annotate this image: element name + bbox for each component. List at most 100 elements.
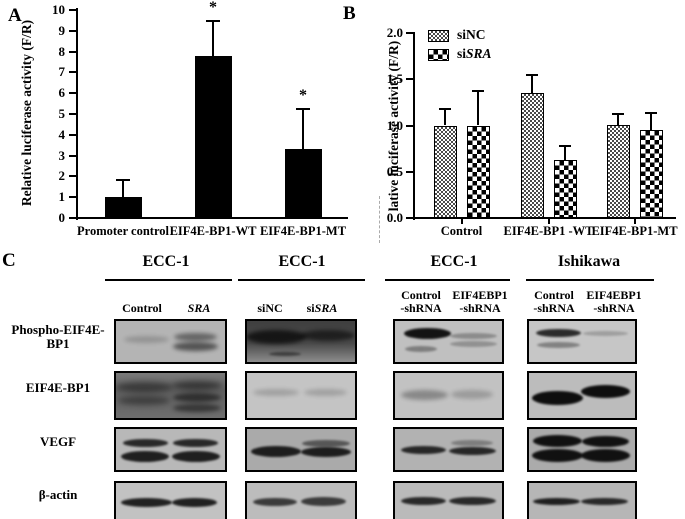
y-tick bbox=[69, 71, 76, 74]
protein-band bbox=[121, 498, 172, 508]
legend-swatch-siSRA bbox=[428, 49, 449, 61]
label-text: SRA bbox=[466, 46, 492, 61]
blot-image bbox=[527, 319, 637, 364]
cell-line-header: ECC-1 bbox=[142, 253, 190, 270]
y-tick bbox=[406, 217, 413, 219]
y-tick-label: 1.5 bbox=[386, 71, 403, 87]
label-text: β-actin bbox=[38, 487, 78, 502]
x-category-label: EIF4E-BP1-WT bbox=[169, 224, 257, 238]
bar-siSRA-3 bbox=[639, 130, 663, 218]
lane-label: SRA bbox=[154, 285, 244, 314]
protein-band bbox=[580, 497, 628, 505]
panel-b-label: B bbox=[343, 3, 356, 24]
blot-image bbox=[245, 481, 357, 519]
label-text: -shRNA bbox=[533, 300, 575, 315]
protein-band bbox=[171, 498, 218, 508]
label-text: Control bbox=[122, 300, 162, 315]
error-bar-line bbox=[477, 91, 479, 126]
bar-1 bbox=[104, 197, 142, 218]
blot-image bbox=[527, 481, 637, 519]
x-category-label: EIF4E-BP1-MT bbox=[259, 224, 347, 238]
lane-label-text: siNC bbox=[257, 301, 282, 315]
legend-label-siNC: siNC bbox=[457, 27, 486, 43]
header-underline bbox=[385, 279, 510, 281]
error-bar-line bbox=[122, 179, 124, 198]
protein-band bbox=[253, 497, 297, 506]
label-text: siNC bbox=[457, 27, 486, 42]
blot-image bbox=[393, 481, 504, 519]
protein-band bbox=[118, 396, 171, 406]
label-text: EIF4EBP1 bbox=[586, 288, 642, 302]
protein-band bbox=[449, 340, 497, 347]
y-tick bbox=[69, 196, 76, 199]
protein-band bbox=[532, 448, 584, 462]
y-tick-label: 9 bbox=[58, 22, 66, 38]
protein-band bbox=[533, 497, 580, 505]
error-bar-cap bbox=[206, 20, 220, 23]
legend-label-siSRA: siSRA bbox=[457, 46, 492, 62]
bar-2 bbox=[194, 55, 232, 218]
x-tick bbox=[633, 219, 636, 224]
protein-band bbox=[533, 435, 582, 448]
y-tick bbox=[69, 92, 76, 95]
panel-divider-dashed-line bbox=[379, 196, 380, 243]
y-tick bbox=[406, 78, 413, 81]
error-bar-cap bbox=[645, 111, 657, 114]
protein-band bbox=[301, 329, 355, 341]
y-tick-label: 5 bbox=[58, 106, 66, 121]
y-tick bbox=[406, 170, 413, 173]
error-bar-line bbox=[564, 145, 566, 160]
y-axis bbox=[76, 8, 78, 220]
blot-image bbox=[114, 427, 227, 472]
y-tick bbox=[69, 154, 76, 157]
blot-image bbox=[245, 371, 357, 420]
blot-image bbox=[393, 427, 504, 472]
y-tick-label: 0.5 bbox=[386, 163, 403, 179]
protein-band bbox=[582, 435, 629, 447]
y-tick-label: 0 bbox=[58, 210, 66, 225]
protein-band bbox=[401, 497, 447, 505]
panel-c-label: C bbox=[2, 250, 16, 271]
label-text: -shRNA bbox=[459, 300, 501, 315]
y-tick-label: 4 bbox=[58, 126, 66, 142]
y-tick bbox=[69, 29, 76, 32]
label-text: -shRNA bbox=[593, 300, 635, 315]
protein-band bbox=[116, 381, 173, 392]
y-tick-label: 8 bbox=[58, 43, 66, 59]
label-text: si bbox=[457, 46, 467, 61]
protein-band bbox=[268, 351, 301, 356]
protein-band bbox=[171, 381, 222, 391]
x-axis bbox=[76, 217, 348, 219]
label-text: EIF4E-BP1 bbox=[25, 380, 91, 395]
lane-label: EIF4EBP1 -shRNA bbox=[569, 285, 659, 314]
y-tick-label: 7 bbox=[58, 64, 66, 80]
y-tick-label: 6 bbox=[58, 85, 66, 101]
y-tick-label: 10 bbox=[52, 2, 65, 17]
blot-row-label: Phospho-EIF4E- BP1 bbox=[2, 323, 114, 350]
cell-line-header: ECC-1 bbox=[278, 253, 326, 270]
blot-image bbox=[527, 371, 637, 420]
bar-3 bbox=[284, 149, 322, 218]
significance-marker: * bbox=[209, 0, 217, 17]
label-text: EIF4EBP1 bbox=[452, 288, 508, 302]
protein-band bbox=[251, 446, 301, 458]
label-text: VEGF bbox=[39, 434, 77, 449]
lane-label: EIF4EBP1 -shRNA bbox=[435, 285, 525, 314]
protein-band bbox=[532, 391, 584, 406]
error-bar-cap bbox=[612, 113, 624, 116]
blot-image bbox=[245, 427, 357, 472]
error-bar-line bbox=[617, 114, 619, 125]
protein-band bbox=[583, 330, 628, 336]
protein-band bbox=[123, 336, 170, 344]
protein-band bbox=[301, 496, 347, 506]
y-tick bbox=[69, 133, 76, 136]
error-bar-line bbox=[531, 74, 533, 94]
protein-band bbox=[450, 439, 494, 446]
lane-label: Control -shRNA bbox=[509, 285, 599, 314]
y-tick bbox=[69, 175, 76, 178]
label-text: Phospho-EIF4E- bbox=[11, 322, 105, 337]
